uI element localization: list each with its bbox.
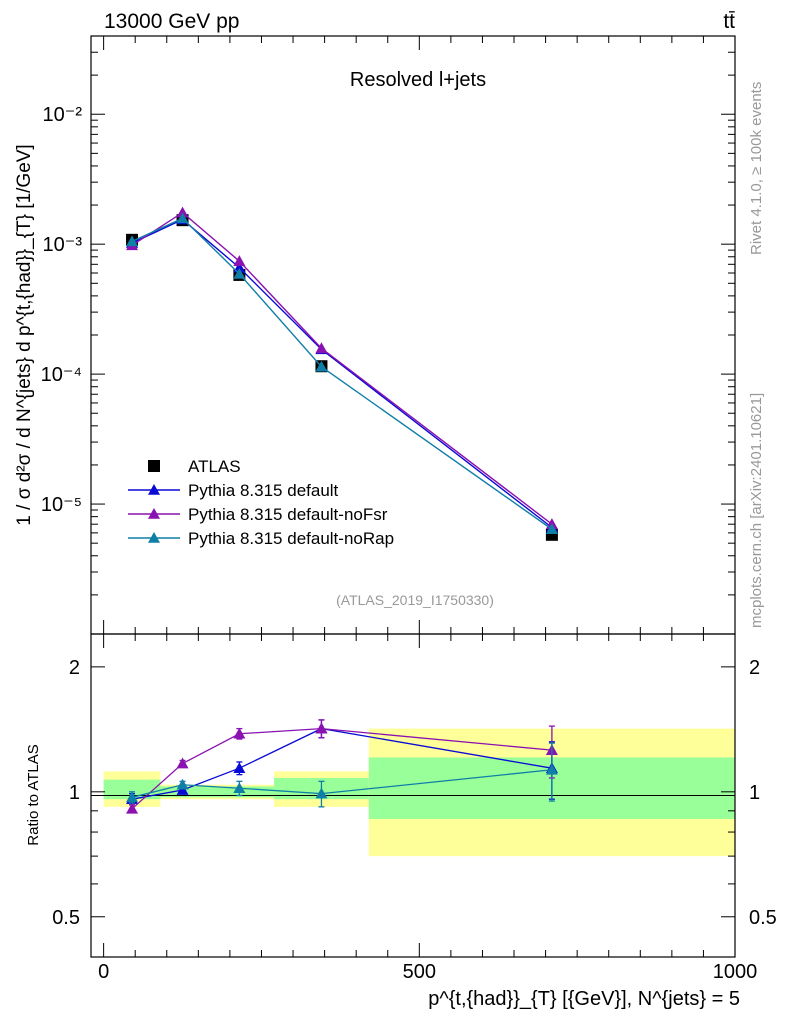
legend-entry: Pythia 8.315 default [188, 481, 339, 500]
main-y-axis-label: 1 / σ d²σ / d N^{jets} d p^{t,{had}}_{T}… [14, 144, 35, 525]
x-tick-label: 1000 [713, 961, 758, 983]
ratio-y-tick-label-left: 2 [69, 657, 80, 679]
data-point-mc [233, 261, 246, 273]
x-tick-label: 0 [98, 961, 109, 983]
analysis-label: (ATLAS_2019_I1750330) [336, 592, 494, 608]
x-tick-label: 500 [403, 961, 436, 983]
data-point-mc [545, 523, 558, 535]
ratio-point [176, 757, 189, 769]
ratio-point [233, 727, 246, 739]
data-point-mc [233, 267, 246, 279]
main-y-tick-labels: 10⁻² 10⁻³ 10⁻⁴ 10⁻⁵ [41, 104, 83, 516]
data-point-mc [315, 360, 328, 372]
x-axis-label: p^{t,{had}}_{T} [{GeV}], N^{jets} = 5 [428, 988, 740, 1010]
ratio-point [233, 782, 246, 794]
ratio-ticks [91, 634, 736, 958]
main-series [126, 206, 558, 541]
band-green [160, 786, 275, 798]
ratio-point [126, 791, 139, 803]
y-tick-label: 10⁻⁴ [41, 364, 82, 386]
ratio-y-tick-label-right: 0.5 [749, 907, 777, 929]
legend-marker [148, 508, 160, 519]
process-label: tt̄ [723, 10, 735, 33]
y-tick-label: 10⁻² [43, 104, 83, 126]
energy-label: 13000 GeV pp [104, 10, 239, 33]
main-panel: Resolved l+jets (ATLAS_2019_I1750330) 10… [14, 35, 736, 635]
y-tick-label: 10⁻³ [43, 234, 83, 256]
plot-title: Resolved l+jets [350, 69, 486, 91]
data-point-mc [176, 206, 189, 218]
legend-marker [148, 532, 160, 543]
legend-entry: Pythia 8.315 default-noRap [188, 529, 394, 548]
ratio-point [315, 787, 328, 799]
ratio-y-axis-label: Ratio to ATLAS [25, 744, 42, 845]
ratio-point [126, 802, 139, 814]
rivet-label: Rivet 4.1.0, ≥ 100k events [748, 82, 765, 255]
legend-entry: ATLAS [188, 457, 241, 476]
data-point-mc [315, 342, 328, 354]
legend-marker [148, 460, 160, 472]
ratio-panel: 0.5 0.5 1 1 2 2 0 500 1000 Ratio to ATLAS p^{t,… [25, 633, 777, 1010]
legend-marker [148, 484, 160, 495]
ratio-y-tick-label-right: 1 [749, 782, 760, 804]
ratio-y-tick-label-right: 2 [749, 657, 760, 679]
mcplots-label: mcplots.cern.ch [arXiv:2401.10621] [748, 393, 765, 628]
series-line [131, 211, 553, 525]
legend: ATLAS Pythia 8.315 default Pythia 8.315 de… [128, 457, 394, 548]
main-ticks [91, 35, 736, 635]
legend-entry: Pythia 8.315 default-noFsr [188, 505, 388, 524]
data-point-mc [126, 235, 139, 247]
x-tick-labels: 0 500 1000 [98, 961, 757, 983]
ratio-point [545, 763, 558, 775]
data-point-mc [176, 212, 189, 224]
ratio-y-tick-labels: 0.5 0.5 1 1 2 2 [52, 657, 777, 929]
uncertainty-bands [103, 728, 735, 857]
ratio-point [315, 722, 328, 734]
y-tick-label: 10⁻⁵ [41, 494, 82, 516]
ratio-y-tick-label-left: 1 [69, 782, 80, 804]
ratio-y-tick-label-left: 0.5 [52, 907, 80, 929]
ratio-frame [90, 633, 736, 958]
ratio-point [176, 778, 189, 790]
ratio-point [233, 762, 246, 774]
data-point-mc [233, 255, 246, 266]
ratio-series [126, 719, 558, 814]
